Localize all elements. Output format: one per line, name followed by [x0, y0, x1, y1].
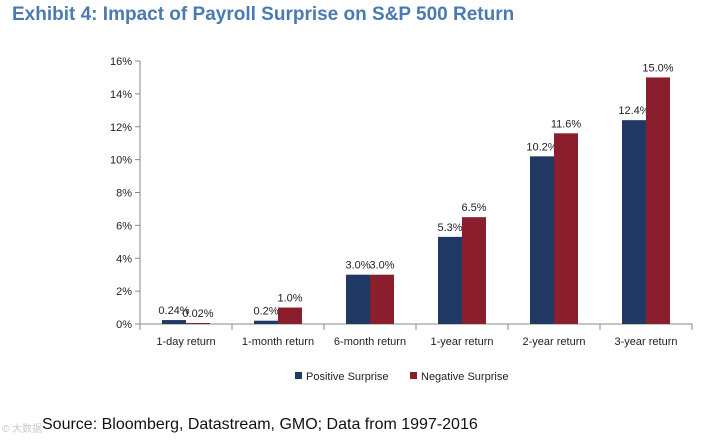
- data-label: 1.0%: [277, 293, 302, 305]
- bars: 0.24%0.02% 0.2%1.0% 3.0%3.0% 5.3% 6.5% 10.2% 1…: [158, 62, 674, 324]
- bar-negative: [462, 217, 486, 324]
- legend-label: Positive Surprise: [306, 371, 389, 383]
- bar-positive: [346, 274, 370, 324]
- y-tick-label: 0%: [116, 319, 132, 331]
- legend-label: Negative Surprise: [421, 371, 508, 383]
- legend-swatch: [295, 372, 302, 379]
- y-axis: 0% 2% 4% 6% 8% 10% 12% 14% 16%: [110, 56, 141, 331]
- data-label: 0.02%: [182, 308, 213, 320]
- data-label: 0.2%: [253, 306, 278, 318]
- bar-negative: [186, 323, 210, 324]
- x-tick-label: 2-year return: [523, 336, 586, 348]
- y-tick-label: 6%: [116, 220, 132, 232]
- bar-positive: [622, 120, 646, 324]
- x-tick-label: 6-month return: [334, 336, 406, 348]
- data-label: 5.3%: [437, 222, 462, 234]
- y-tick-label: 12%: [110, 122, 132, 134]
- legend: Positive Surprise Negative Surprise: [295, 371, 508, 383]
- bar-positive: [530, 156, 554, 324]
- data-label: 11.6%: [551, 118, 582, 130]
- x-tick-label: 1-month return: [242, 336, 314, 348]
- legend-swatch: [410, 372, 417, 379]
- data-label: 15.0%: [642, 62, 673, 74]
- bar-positive: [254, 320, 278, 324]
- source-note: Source: Bloomberg, Datastream, GMO; Data…: [42, 416, 478, 433]
- y-tick-label: 4%: [116, 253, 132, 265]
- y-tick-label: 10%: [110, 155, 132, 167]
- chart-title: Exhibit 4: Impact of Payroll Surprise on…: [12, 4, 515, 25]
- data-label: 12.4%: [618, 105, 649, 117]
- bar-positive: [438, 236, 462, 324]
- data-label: 10.2%: [526, 141, 557, 153]
- data-label: 3.0%: [369, 260, 394, 272]
- bar-negative: [370, 274, 394, 324]
- x-tick-label: 3-year return: [615, 336, 678, 348]
- y-tick-label: 14%: [110, 89, 132, 101]
- x-axis: 1-day return 1-month return 6-month return…: [139, 323, 693, 348]
- watermark: © 大数据: [2, 424, 43, 435]
- y-tick-label: 2%: [116, 286, 132, 298]
- data-label: 3.0%: [345, 260, 370, 272]
- data-label: 0.24%: [158, 305, 189, 317]
- bar-negative: [554, 133, 578, 324]
- bar-negative: [646, 77, 670, 324]
- bar-positive: [162, 320, 186, 324]
- x-tick-label: 1-year return: [431, 336, 494, 348]
- x-tick-label: 1-day return: [156, 336, 215, 348]
- y-tick-label: 8%: [116, 188, 132, 200]
- bar-negative: [278, 307, 302, 324]
- data-label: 6.5%: [461, 202, 486, 214]
- y-tick-label: 16%: [110, 56, 132, 68]
